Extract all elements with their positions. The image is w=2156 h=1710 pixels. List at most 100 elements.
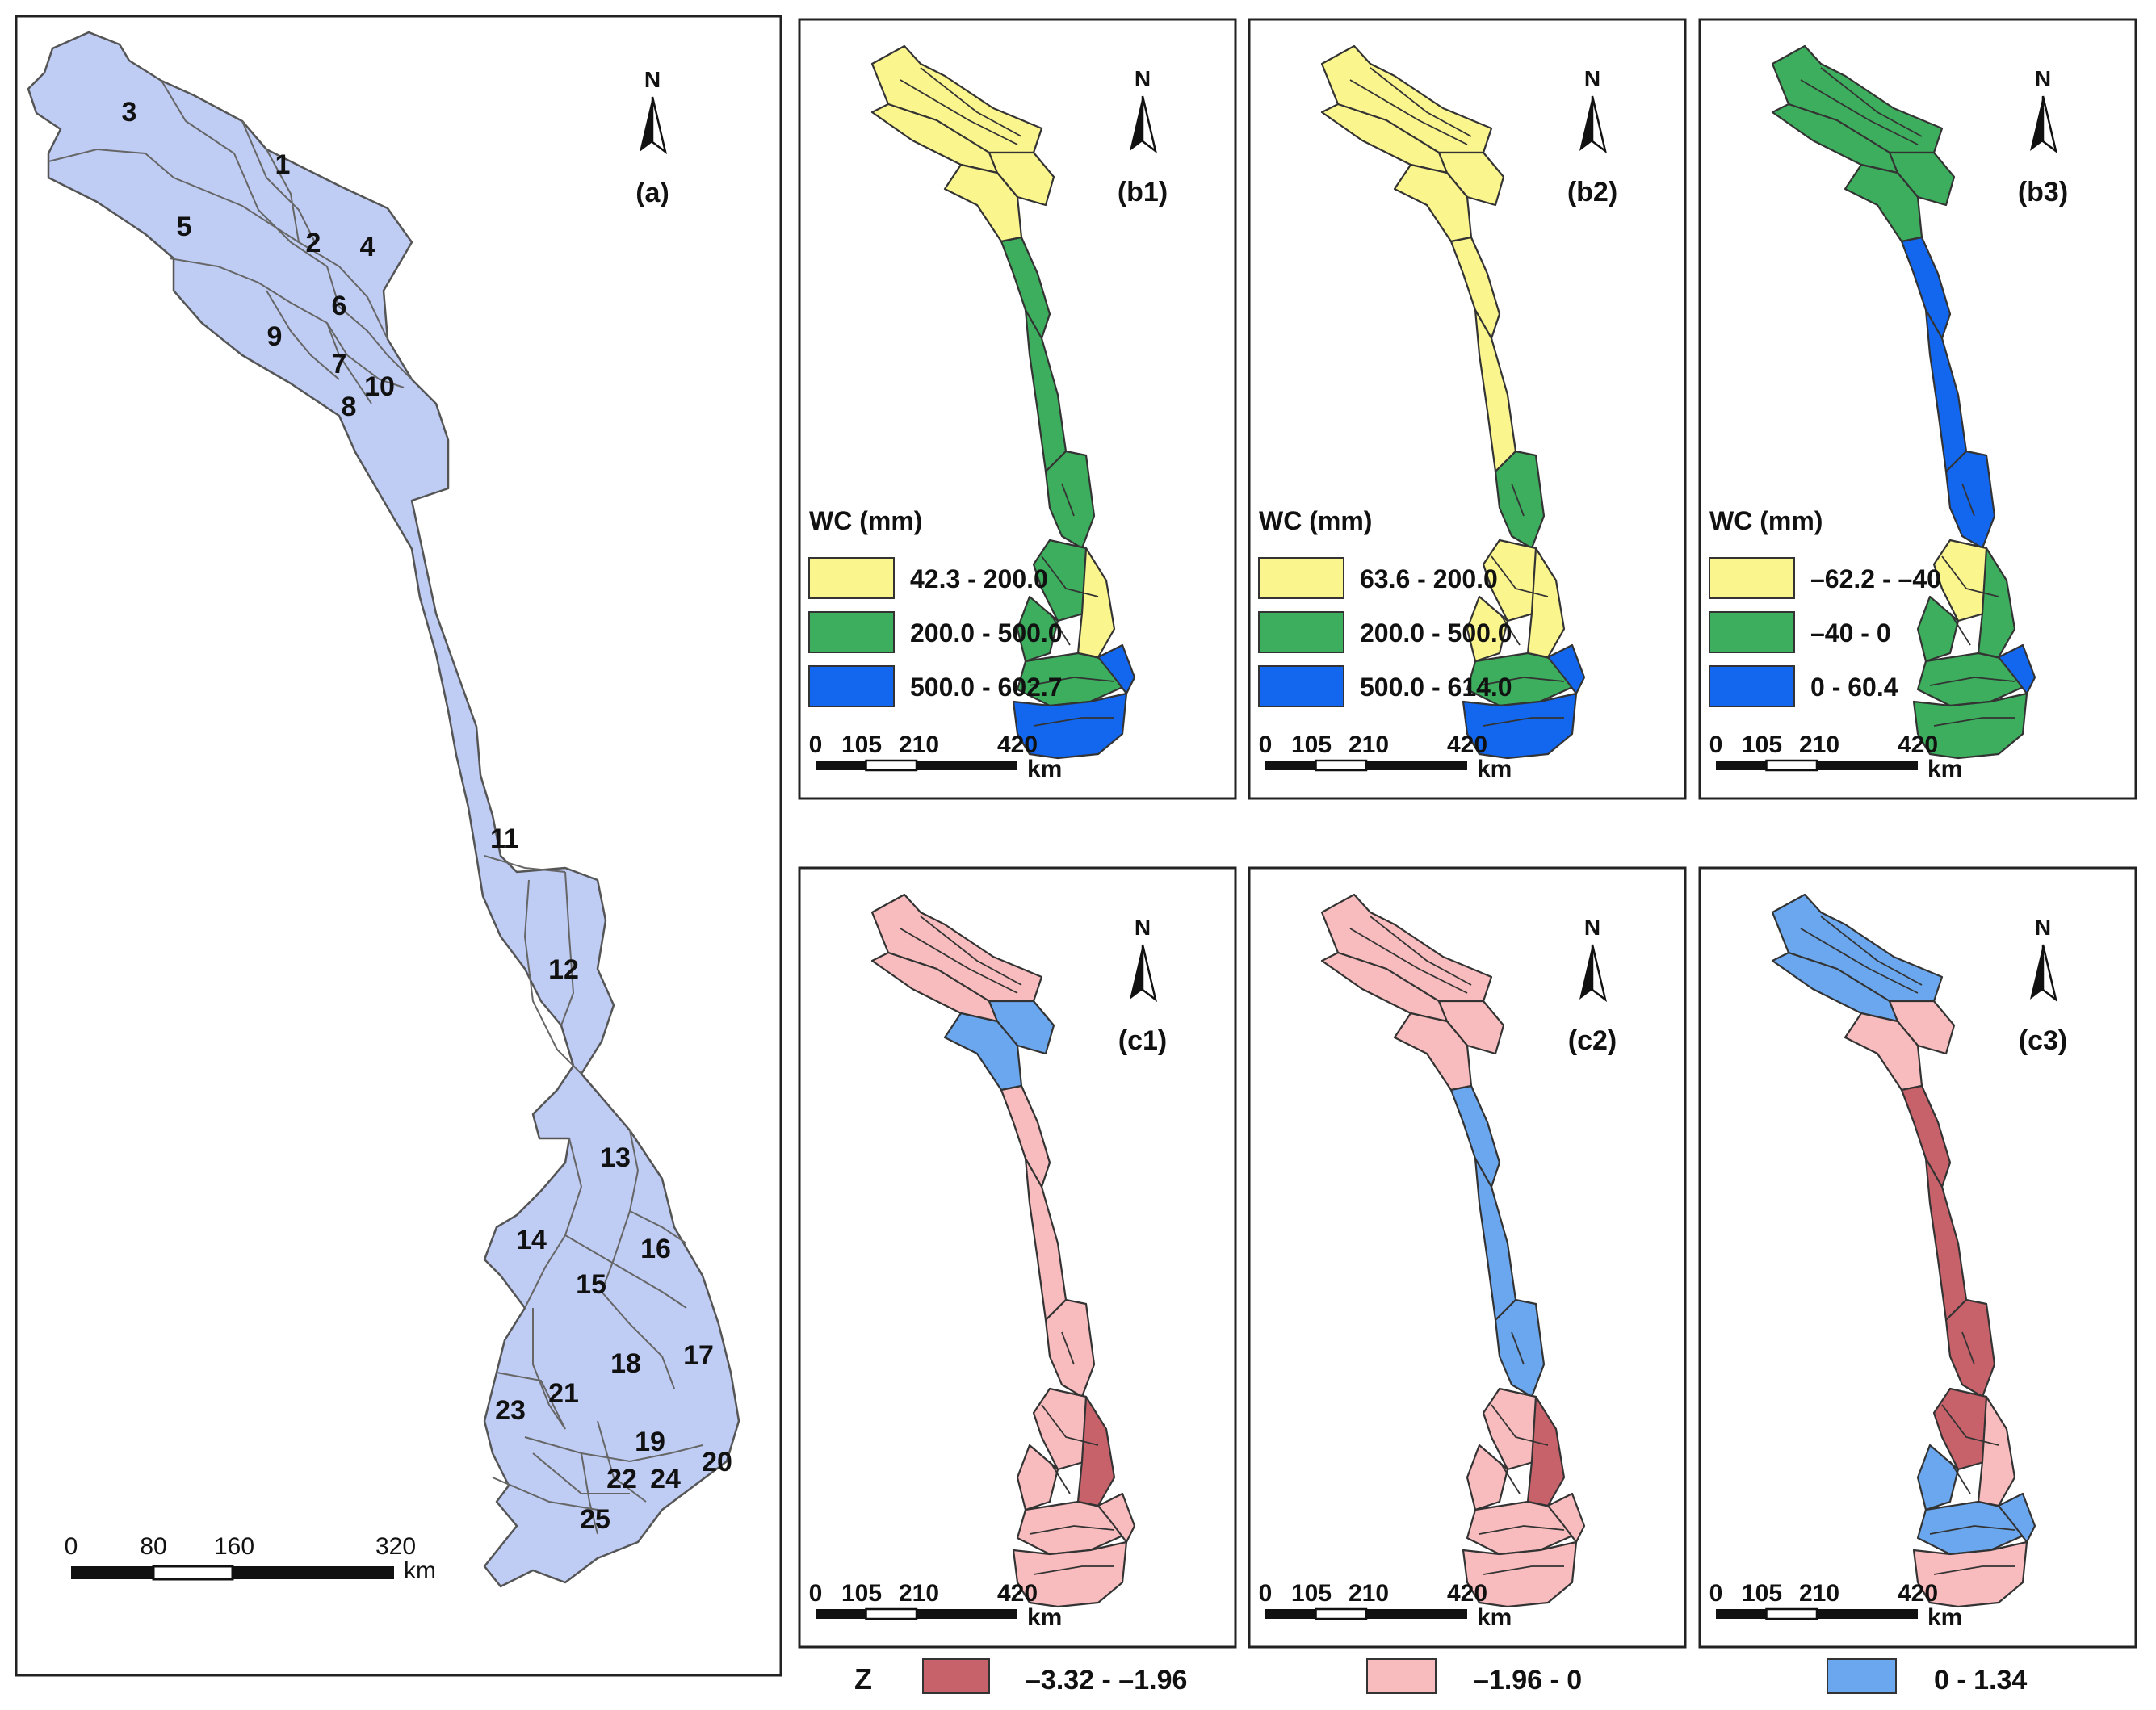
- subbasin-label: 3: [122, 97, 137, 128]
- subbasin-boundary: [920, 67, 1022, 137]
- subbasin-label: 25: [580, 1504, 610, 1535]
- legend-title: WC (mm): [1709, 506, 1823, 535]
- basin-zone: [1546, 1492, 1586, 1544]
- subbasin-boundary: [1800, 79, 1919, 145]
- basin-map: [1771, 44, 2036, 760]
- subbasin-boundary: [1961, 1331, 1975, 1365]
- north-label: N: [1584, 66, 1600, 91]
- basin-zone: [1097, 1492, 1136, 1544]
- north-label: N: [644, 67, 661, 92]
- legend-title: WC (mm): [809, 506, 922, 535]
- z-class-1: –3.32 - –1.96: [1026, 1665, 1187, 1695]
- subbasin-label: 5: [177, 212, 192, 242]
- scale-unit: km: [404, 1557, 436, 1584]
- scale-tick: 210: [899, 731, 939, 758]
- subbasin-label: 13: [600, 1142, 631, 1173]
- legend-swatch: [808, 611, 895, 653]
- scale-tick: 105: [1291, 1580, 1332, 1607]
- basin-zone: [1466, 1500, 1578, 1556]
- basin-zone: [1012, 1540, 1128, 1608]
- legend-class-label: 500.0 - 614.0: [1360, 673, 1512, 702]
- subbasin-boundary: [1961, 483, 1975, 517]
- scale-tick: 160: [214, 1533, 254, 1560]
- subbasin-boundary: [920, 916, 1022, 986]
- subbasin-boundary: [1499, 1461, 1521, 1494]
- legend-title: WC (mm): [1259, 506, 1372, 535]
- subbasin-boundary: [1349, 928, 1468, 994]
- panel-label: (b1): [1118, 177, 1168, 207]
- scale-tick: 105: [1742, 1580, 1782, 1607]
- z-swatch-1: [922, 1658, 990, 1694]
- basin-map: [1320, 44, 1586, 760]
- subbasin-label: 16: [640, 1234, 671, 1264]
- scale-tick: 420: [1447, 731, 1487, 758]
- subbasin-boundary: [1049, 612, 1071, 646]
- basin-zone: [1097, 643, 1136, 695]
- scale-tick: 210: [1799, 731, 1839, 758]
- scale-tick: 0: [809, 1580, 823, 1607]
- subbasin-boundary: [1511, 1331, 1525, 1365]
- legend-class-label: 42.3 - 200.0: [910, 564, 1048, 593]
- subbasin-label: 19: [635, 1427, 665, 1457]
- basin-zone: [1912, 692, 2028, 760]
- scale-tick: 0: [1709, 1580, 1723, 1607]
- b-panel: N (b2) WC (mm) 63.6 - 200.0 200.0 - 500.0 500…: [1248, 18, 1687, 800]
- basin-zone: [1944, 1298, 1996, 1398]
- subbasin-boundary: [1479, 677, 1565, 686]
- subbasin-boundary: [1820, 67, 1923, 137]
- subbasin-label: 6: [332, 291, 347, 321]
- scale-bar-a: 0 80 160 320 km: [65, 1533, 436, 1584]
- scale-tick: 105: [841, 1580, 882, 1607]
- scale-tick: 0: [1259, 731, 1273, 758]
- basin-map: [1320, 893, 1586, 1608]
- z-class-2: –1.96 - 0: [1474, 1665, 1582, 1695]
- subbasin-boundary: [1933, 717, 2015, 727]
- panel-label: (c3): [2019, 1025, 2067, 1056]
- scale-bar: [1366, 1609, 1467, 1619]
- scale-unit: km: [1027, 756, 1062, 782]
- scale-tick: 320: [375, 1533, 416, 1560]
- subbasin-boundary: [1349, 79, 1468, 145]
- scale-bar: [1366, 761, 1467, 770]
- subbasin-boundary: [1479, 1525, 1565, 1535]
- scale-tick: 0: [1259, 1580, 1273, 1607]
- scale-tick: 420: [997, 731, 1038, 758]
- subbasin-boundary: [1941, 555, 1999, 597]
- basin-zone: [1016, 1500, 1128, 1556]
- subbasin-label: 22: [606, 1464, 637, 1494]
- basin-outline: [27, 31, 740, 1588]
- basin-zone: [1016, 652, 1128, 707]
- basin-zone: [1494, 1298, 1546, 1398]
- subbasin-label: 11: [490, 824, 519, 854]
- subbasin-label: 9: [267, 321, 283, 352]
- subbasin-boundary: [1370, 67, 1472, 137]
- basin-zone: [1012, 692, 1128, 760]
- legend-swatch: [1258, 611, 1344, 653]
- legend-swatch: [1709, 557, 1795, 599]
- basin-zone: [1912, 1540, 2028, 1608]
- subbasin-boundary: [1511, 483, 1525, 517]
- basin-zone: [1916, 1500, 2028, 1556]
- basin-zone: [1462, 692, 1578, 760]
- legend-swatch: [1258, 557, 1344, 599]
- subbasin-label: 21: [548, 1378, 579, 1409]
- legend-class-label: –62.2 - –40: [1810, 564, 1941, 593]
- scale-bar: [917, 1609, 1017, 1619]
- north-label: N: [1135, 915, 1151, 940]
- subbasin-label: 1: [275, 149, 291, 180]
- basin-zone: [1944, 450, 1996, 550]
- scale-unit: km: [1027, 1604, 1062, 1631]
- z-legend: Z –3.32 - –1.96 –1.96 - 0 0 - 1.34: [854, 1658, 2027, 1695]
- subbasin-boundary: [1061, 1331, 1075, 1365]
- panel-label: (c2): [1568, 1025, 1617, 1056]
- subbasin-boundary: [1041, 555, 1099, 597]
- scale-tick: 420: [997, 1580, 1038, 1607]
- scale-tick: 210: [1799, 1580, 1839, 1607]
- subbasin-label: 10: [364, 371, 395, 402]
- subbasin-boundary: [1820, 916, 1923, 986]
- scale-tick: 105: [1291, 731, 1332, 758]
- legend-swatch: [808, 665, 895, 707]
- b-panel: N (b1) WC (mm) 42.3 - 200.0 200.0 - 500.0 500…: [798, 18, 1237, 800]
